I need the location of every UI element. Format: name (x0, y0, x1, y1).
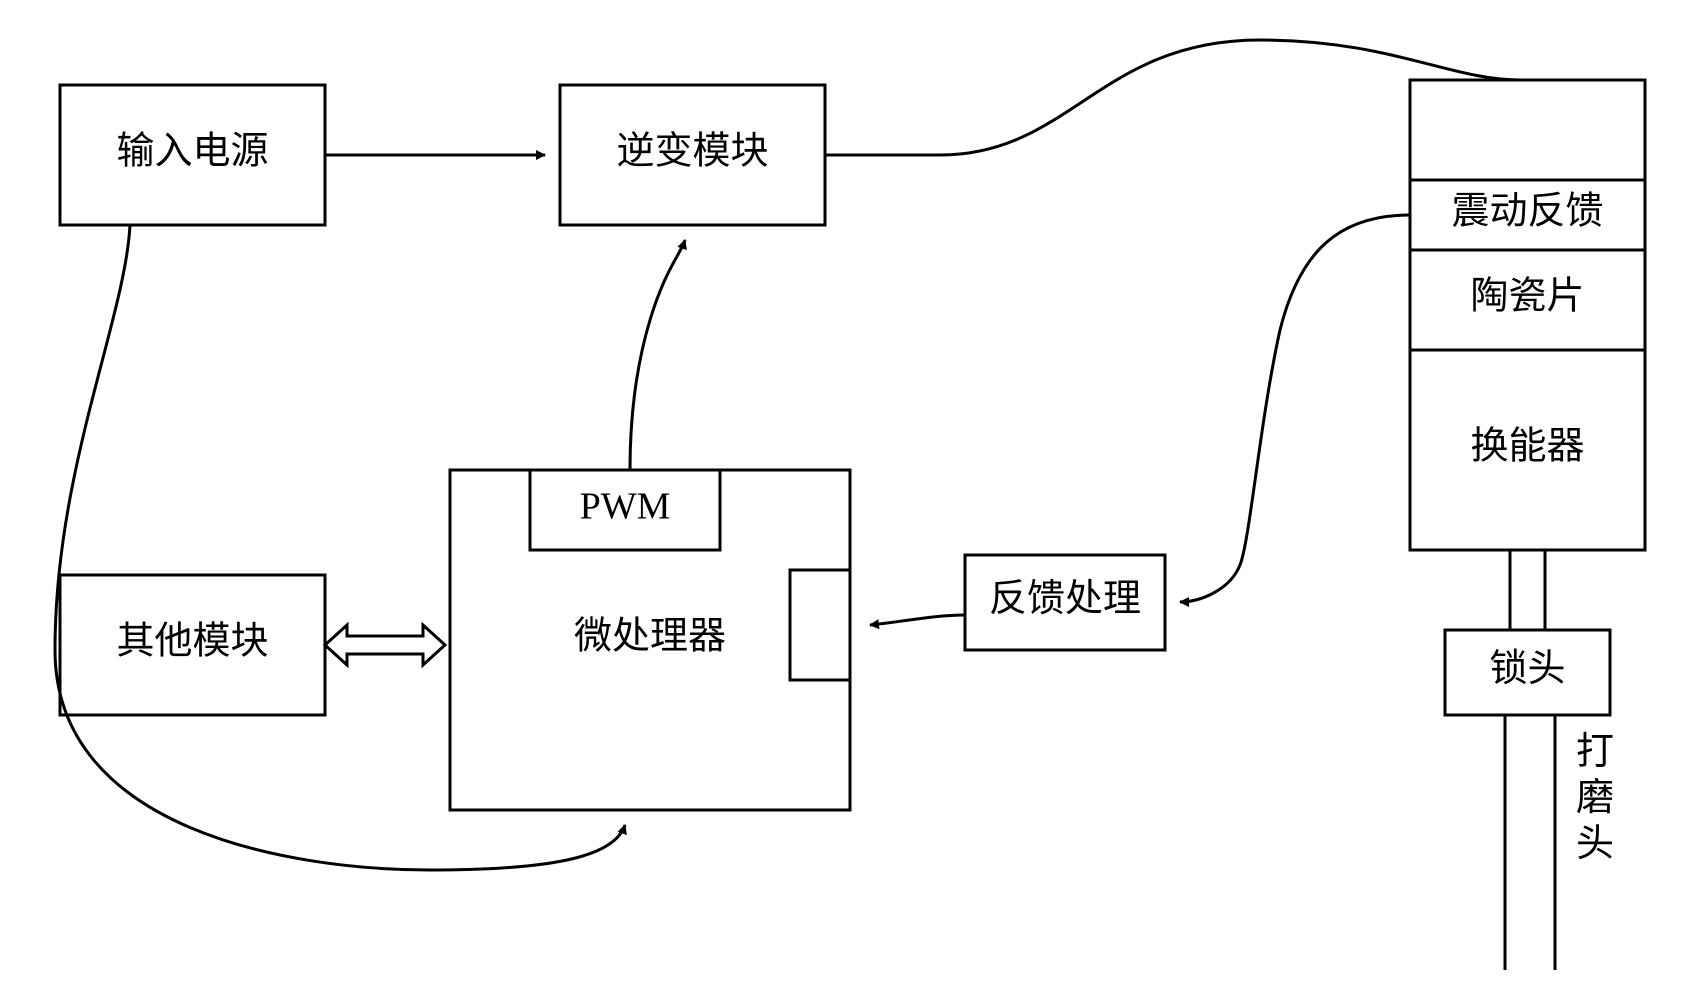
node-label-other_module: 其他模块 (116, 621, 268, 663)
edge-feedback_to_mcu (870, 615, 965, 625)
node-feedback_proc: 反馈处理 (965, 555, 1165, 650)
node-lock: 锁头 (1445, 630, 1610, 715)
node-other_module: 其他模块 (60, 575, 325, 715)
edge-other_to_mcu (325, 625, 445, 665)
node-transducer: 换能器 (1410, 350, 1645, 550)
node-label-grinding: 打磨头 (1576, 731, 1614, 865)
node-label-transducer: 换能器 (1470, 426, 1584, 468)
node-pwm: PWM (530, 470, 720, 550)
node-label-ceramic: 陶瓷片 (1470, 276, 1584, 318)
node-adc (790, 570, 850, 680)
node-vib_feedback: 震动反馈 (1410, 180, 1645, 250)
edge-pwm_to_inverter (630, 240, 685, 470)
node-box-adc (790, 570, 850, 680)
node-stack_top (1410, 80, 1645, 180)
node-input_power: 输入电源 (60, 85, 325, 225)
node-label-lock: 锁头 (1489, 648, 1565, 690)
node-label-feedback_proc: 反馈处理 (989, 578, 1141, 620)
node-label-mcu: 微处理器 (574, 616, 726, 658)
node-label-pwm: PWM (580, 486, 671, 528)
node-label-inverter: 逆变模块 (616, 131, 768, 173)
node-box-stack_top (1410, 80, 1645, 180)
node-ceramic: 陶瓷片 (1410, 250, 1645, 350)
connector-transducer-lock (1510, 550, 1545, 630)
node-label-vib_feedback: 震动反馈 (1451, 191, 1603, 233)
node-inverter: 逆变模块 (560, 85, 825, 225)
node-label-input_power: 输入电源 (116, 131, 268, 173)
node-grinding-lines (1505, 715, 1555, 970)
edge-vib_to_feedback (1180, 215, 1410, 602)
